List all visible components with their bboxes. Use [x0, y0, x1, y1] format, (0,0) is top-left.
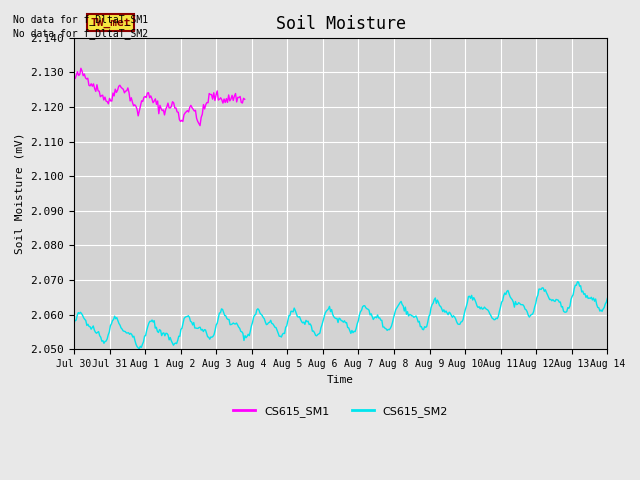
Text: TW_met: TW_met [90, 17, 131, 27]
Title: Soil Moisture: Soil Moisture [276, 15, 406, 34]
Y-axis label: Soil Moisture (mV): Soil Moisture (mV) [15, 133, 25, 254]
X-axis label: Time: Time [327, 374, 354, 384]
Text: No data for f_DltaT_SM2: No data for f_DltaT_SM2 [13, 28, 148, 39]
Text: No data for f_DltaT_SM1: No data for f_DltaT_SM1 [13, 13, 148, 24]
Legend: CS615_SM1, CS615_SM2: CS615_SM1, CS615_SM2 [228, 402, 452, 422]
